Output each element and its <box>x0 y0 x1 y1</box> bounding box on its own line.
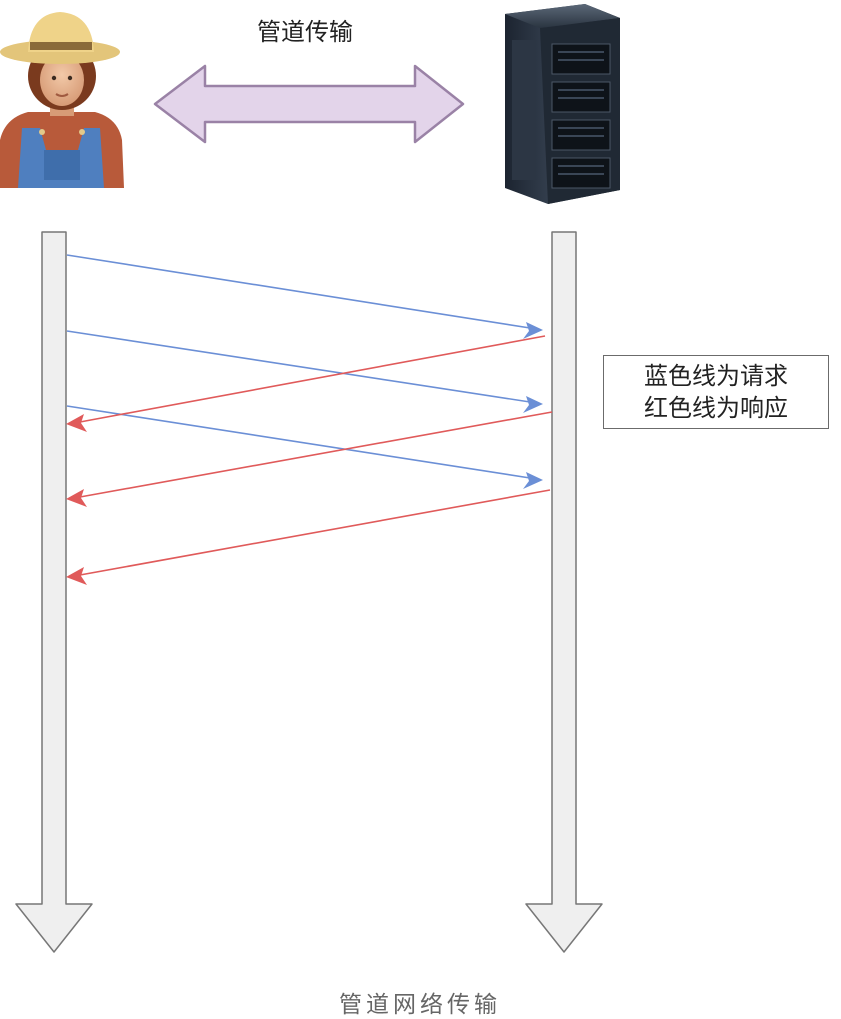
response-arrow-3 <box>66 489 551 585</box>
request-arrow-2 <box>66 330 543 413</box>
pipe-label: 管道传输 <box>257 18 353 46</box>
legend-box: 蓝色线为请求 红色线为响应 <box>603 355 829 429</box>
legend-response-label: 红色线为响应 <box>644 394 788 422</box>
client-lifeline <box>15 231 93 953</box>
request-arrow-3 <box>66 405 543 489</box>
legend-request-label: 蓝色线为请求 <box>644 362 788 390</box>
response-arrow-2 <box>66 411 553 507</box>
pipe-double-arrow <box>153 64 465 144</box>
farmer-icon <box>0 12 124 188</box>
response-arrow-1 <box>66 335 546 432</box>
server-rack-icon <box>505 4 620 204</box>
figure-caption: 管道网络传输 <box>339 992 501 1018</box>
server-lifeline <box>525 231 603 953</box>
request-arrow-1 <box>66 254 543 339</box>
